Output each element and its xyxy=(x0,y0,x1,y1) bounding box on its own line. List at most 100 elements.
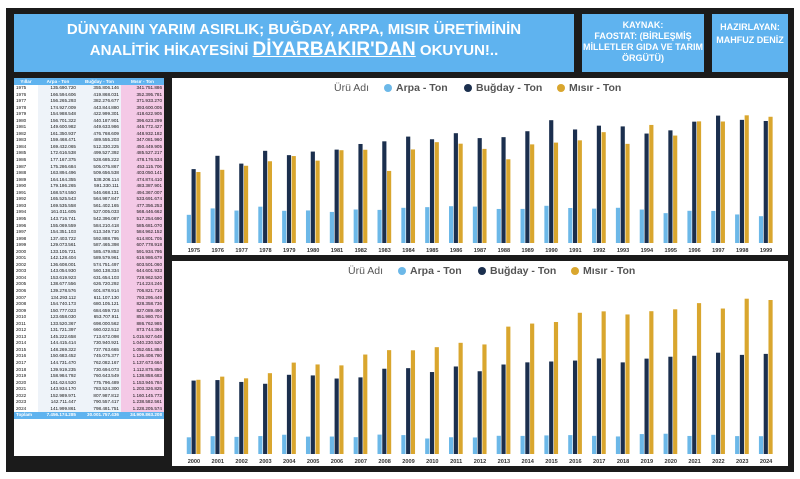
bar-arpa-2010 xyxy=(425,438,430,454)
table-row: 1995 143.716.741 542.396.087 517.254.690 xyxy=(14,215,164,223)
table-cell: 2024 xyxy=(14,405,38,413)
bar-buğday-1979 xyxy=(286,155,292,243)
bar-arpa-2002 xyxy=(234,436,239,454)
table-row: 2019 158.984.792 760.643.549 1.138.858.683 xyxy=(14,373,164,380)
table-cell: 139.919.235 xyxy=(38,366,78,374)
table-cell: 1995 xyxy=(14,215,38,223)
table-cell: 422.999.301 xyxy=(77,111,121,118)
bar-buğday-1976 xyxy=(215,155,220,243)
table-cell: 156.265.293 xyxy=(38,98,78,105)
table-row: 2010 123.658.030 653.707.911 851.980.704 xyxy=(14,314,164,321)
legend-item-bugday: Buğday - Ton xyxy=(478,265,556,277)
bar-arpa-1991 xyxy=(568,207,573,243)
bar-mısır-1975 xyxy=(196,172,201,243)
x-tick-label: 1987 xyxy=(474,248,486,254)
bar-arpa-1992 xyxy=(592,208,597,243)
table-row: 1980 156.701.322 440.187.901 396.623.299 xyxy=(14,117,164,125)
x-tick-label: 1997 xyxy=(712,248,724,254)
table-cell: 1993 xyxy=(14,202,38,210)
x-tick-label: 1984 xyxy=(402,248,415,254)
bar-arpa-1981 xyxy=(329,211,334,243)
bar-arpa-1977 xyxy=(234,210,239,243)
table-cell: 653.707.911 xyxy=(77,314,121,321)
table-total-cell: 7.456.174.285 xyxy=(38,412,78,419)
table-row: 1985 172.616.538 499.527.392 485.527.217 xyxy=(14,150,164,158)
source-text: FAOSTAT: (BİRLEŞMİŞ MİLLETLER GIDA VE TA… xyxy=(583,31,703,63)
table-cell: 1.052.651.884 xyxy=(120,346,164,354)
table-cell: 737.763.665 xyxy=(77,346,121,354)
table-cell: 163.894.496 xyxy=(38,170,78,177)
bar-buğday-1991 xyxy=(572,129,578,243)
table-row: 2011 133.520.367 698.000.562 886.762.985 xyxy=(14,320,164,328)
bar-arpa-2023 xyxy=(735,436,740,454)
bar-arpa-2004 xyxy=(282,434,287,454)
bar-arpa-2018 xyxy=(615,436,621,454)
bar-mısır-1986 xyxy=(458,143,463,243)
table-cell: 142.128.404 xyxy=(38,255,78,262)
bar-buğday-1998 xyxy=(739,119,745,243)
table-cell: 706.821.710 xyxy=(120,287,164,295)
table-cell: 886.762.985 xyxy=(120,320,164,328)
table-total-row: Toplam 7.456.174.285 30.001.757.436 34.909.… xyxy=(14,412,164,419)
x-tick-label: 1976 xyxy=(212,248,224,254)
table-cell: 494.367.007 xyxy=(120,189,164,197)
table-cell: 1982 xyxy=(14,130,38,138)
x-tick-label: 2005 xyxy=(307,459,319,465)
table-cell: 174.927.009 xyxy=(38,104,78,112)
table-cell: 790.557.417 xyxy=(77,399,121,406)
bar-mısır-1989 xyxy=(530,144,535,243)
table-row: 1988 163.894.496 509.656.538 403.050.141 xyxy=(14,170,164,177)
table-cell: 1975 xyxy=(14,85,38,92)
x-tick-label: 2020 xyxy=(664,459,676,465)
table-cell: 2011 xyxy=(14,320,38,328)
table-cell: 1990 xyxy=(14,183,38,190)
legend-label-bugday: Buğday - Ton xyxy=(476,82,543,94)
x-tick-label: 2007 xyxy=(355,459,367,465)
table-cell: 584.962.152 xyxy=(120,229,164,236)
bar-arpa-2019 xyxy=(639,434,644,454)
table-row: 2005 138.677.556 626.720.292 714.224.246 xyxy=(14,281,164,288)
title-line-2: ANALİTİK HİKAYESİNİ DİYARBAKIR'DAN OKUYU… xyxy=(14,40,574,61)
table-cell: 129.073.561 xyxy=(38,242,78,249)
bar-arpa-1990 xyxy=(544,205,549,243)
bar-arpa-2013 xyxy=(496,435,501,454)
chart-panel-2000-2024: Ürü Adı Arpa - Ton Buğday - Ton Mısır - … xyxy=(172,261,788,466)
table-row: 1990 179.186.265 591.330.111 483.387.901 xyxy=(14,183,164,190)
bar-mısır-1995 xyxy=(673,135,678,243)
table-cell: 533.691.674 xyxy=(120,196,164,203)
x-tick-label: 2000 xyxy=(188,459,200,465)
table-cell: 684.659.724 xyxy=(77,307,121,315)
table-cell: 476.768.609 xyxy=(77,130,121,138)
table-cell: 542.396.087 xyxy=(77,215,121,223)
title-highlight: DİYARBAKIR'DAN xyxy=(252,39,416,60)
table-row: 1991 168.574.550 546.668.131 494.367.007 xyxy=(14,189,164,197)
x-tick-label: 1990 xyxy=(545,248,557,254)
bar-buğday-1977 xyxy=(239,163,244,243)
table-cell: 1989 xyxy=(14,176,38,184)
bar-mısır-2021 xyxy=(696,303,702,454)
title-line-2-a: ANALİTİK HİKAYESİNİ xyxy=(89,42,253,59)
bar-mısır-2006 xyxy=(339,365,344,454)
bar-arpa-2017 xyxy=(592,435,597,454)
table-cell: 568.446.662 xyxy=(120,209,164,216)
table-row: 2018 139.919.235 730.694.073 1.112.875.856 xyxy=(14,366,164,374)
table-header: Yıllar Arpa - Ton Buğday - Ton Mısır - Ton xyxy=(14,78,164,85)
bar-mısır-1982 xyxy=(363,149,368,243)
x-tick-label: 2012 xyxy=(474,459,486,465)
x-tick-label: 1988 xyxy=(498,248,510,254)
bar-buğday-2004 xyxy=(286,374,292,454)
bar-arpa-1999 xyxy=(758,216,764,243)
bar-chart-1975-1999: 1975 1976 1977 1978 1979 1980 1981 1982 1983 1984… xyxy=(186,115,773,254)
bar-arpa-2021 xyxy=(687,435,692,454)
legend-swatch-arpa xyxy=(384,84,392,92)
bar-buğday-2016 xyxy=(572,360,578,454)
table-row: 2009 150.777.023 684.659.724 827.089.490 xyxy=(14,307,164,315)
table-row: 2004 153.619.923 631.654.103 728.962.520 xyxy=(14,274,164,282)
table-row: 2003 143.054.930 560.138.334 644.601.933 xyxy=(14,268,164,275)
x-tick-label: 1999 xyxy=(760,248,772,254)
table-cell: 509.656.538 xyxy=(77,170,121,177)
table-cell: 134.293.112 xyxy=(38,294,78,302)
table-total-cell: 34.909.863.208 xyxy=(120,412,164,419)
table-cell: 155.069.559 xyxy=(38,222,78,230)
x-tick-label: 1993 xyxy=(617,248,629,254)
